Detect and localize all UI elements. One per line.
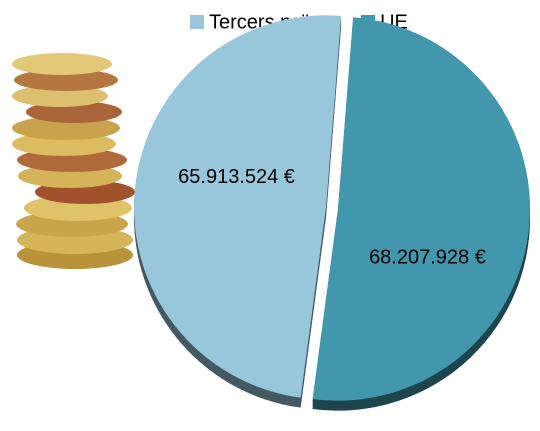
pie-slice <box>312 17 530 401</box>
pie-slice <box>134 15 342 398</box>
data-label: 65.913.524 € <box>178 166 295 188</box>
data-label: 68.207.928 € <box>369 246 486 268</box>
legend-swatch <box>190 15 204 29</box>
pie: 65.913.524 € 68.207.928 € <box>134 15 530 411</box>
coins-illustration <box>12 53 135 269</box>
